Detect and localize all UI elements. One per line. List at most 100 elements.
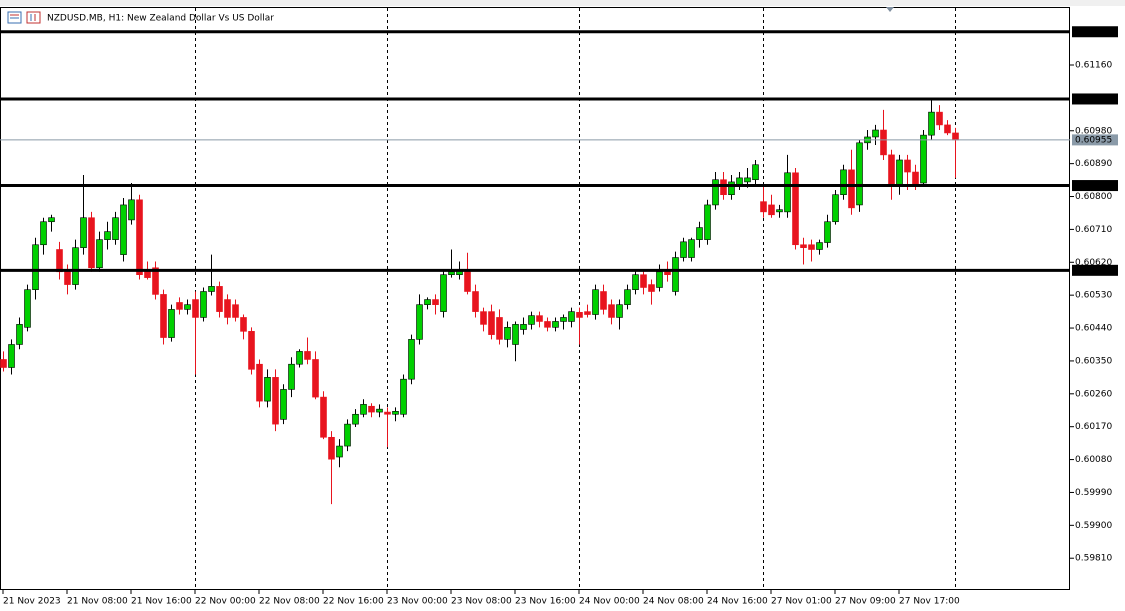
candle-body: [80, 217, 87, 248]
candle-body: [32, 244, 39, 290]
candle-body: [320, 396, 327, 438]
candle-body: [712, 179, 719, 206]
candle-body: [168, 309, 175, 338]
candle-body: [232, 304, 239, 318]
x-tick-label: 24 Nov 16:00: [707, 597, 768, 607]
candle-body: [424, 299, 431, 305]
y-tick-label: 0.61160: [1075, 60, 1112, 70]
x-tick-label: 21 Nov 2023: [3, 597, 61, 607]
candle-body: [856, 142, 863, 206]
candle-body: [216, 286, 223, 312]
x-tick-label: 24 Nov 00:00: [579, 597, 640, 607]
candle-body: [392, 411, 399, 415]
candle-body: [352, 413, 359, 425]
x-tick-label: 21 Nov 08:00: [67, 597, 128, 607]
candle-body: [728, 181, 735, 195]
candle-body: [600, 291, 607, 310]
candle-body: [480, 311, 487, 325]
y-tick-label: 0.60980: [1075, 126, 1112, 136]
candle-body: [400, 378, 407, 415]
candle-body: [384, 411, 391, 415]
bid-label-box: [1072, 134, 1118, 146]
x-tick-label: 21 Nov 16:00: [131, 597, 192, 607]
candle-body: [504, 327, 511, 340]
candle-body: [376, 408, 383, 413]
candle-body: [344, 423, 351, 447]
candle-body: [912, 171, 919, 186]
candle-body: [0, 359, 7, 368]
y-tick-label: 0.60890: [1075, 159, 1112, 169]
candle-body: [656, 271, 663, 288]
candle-body: [720, 179, 727, 195]
candle-body: [840, 169, 847, 195]
x-tick-label: 22 Nov 00:00: [195, 597, 256, 607]
candle-body: [768, 204, 775, 216]
candle-body: [40, 221, 47, 246]
candle-body: [528, 315, 535, 325]
candle-body: [88, 217, 95, 269]
candle-body: [416, 304, 423, 340]
candle-body: [328, 436, 335, 460]
candle-body: [616, 304, 623, 318]
x-tick-label: 23 Nov 16:00: [515, 597, 576, 607]
candle-body: [296, 351, 303, 365]
y-tick-label: 0.60530: [1075, 291, 1112, 301]
y-tick-label: 0.59990: [1075, 488, 1112, 498]
candle-body: [176, 302, 183, 310]
shift-marker: [886, 7, 894, 12]
candle-body: [800, 244, 807, 248]
candle-body: [120, 204, 127, 255]
candle-body: [848, 169, 855, 209]
candle-body: [808, 244, 815, 250]
title-icons: [7, 11, 41, 24]
candle-body: [904, 159, 911, 173]
candle-body: [672, 257, 679, 292]
candle-body: [112, 217, 119, 240]
candle-body: [312, 359, 319, 398]
candle-body: [64, 271, 71, 285]
y-tick-label: 0.60260: [1075, 389, 1112, 399]
candle-body: [8, 344, 15, 368]
candle-body: [896, 159, 903, 187]
y-tick-label: 0.60350: [1075, 356, 1112, 366]
candle-body: [256, 363, 263, 402]
candle-body: [224, 299, 231, 318]
candle-body: [72, 247, 79, 285]
candle-body: [576, 312, 583, 318]
y-tick-label: 0.60440: [1075, 324, 1112, 334]
candle-body: [304, 351, 311, 360]
candle-body: [632, 274, 639, 290]
candle-body: [192, 299, 199, 318]
candle-body: [496, 317, 503, 340]
candle-body: [280, 389, 287, 420]
candle-body: [560, 317, 567, 322]
icon: [26, 11, 41, 24]
candle-body: [544, 321, 551, 328]
level-label: 0.61067: [1075, 94, 1112, 104]
x-tick-label: 27 Nov 01:00: [771, 597, 832, 607]
candle-body: [792, 172, 799, 246]
candle-body: [368, 405, 375, 413]
candle-body: [744, 177, 751, 183]
level-label-box: [1072, 264, 1118, 276]
candle-body: [608, 304, 615, 318]
x-tick-label: 27 Nov 17:00: [899, 597, 960, 607]
candle-body: [880, 129, 887, 156]
candle-body: [440, 274, 447, 312]
candle-body: [784, 172, 791, 213]
candle-body: [816, 242, 823, 250]
candle-body: [888, 154, 895, 187]
candle-body: [944, 124, 951, 134]
y-tick-label: 0.60170: [1075, 422, 1112, 432]
x-tick-label: 23 Nov 08:00: [451, 597, 512, 607]
level-label: 0.60830: [1075, 181, 1112, 191]
axis: 0.61160 0.60980 0.60890 0.60800 0.60710 0.606…: [2, 26, 1118, 607]
level-label-box: [1072, 26, 1118, 38]
candle-body: [24, 289, 31, 328]
candle-body: [920, 134, 927, 184]
x-tick-label: 22 Nov 08:00: [259, 597, 320, 607]
x-tick-label: 24 Nov 08:00: [643, 597, 704, 607]
chart-title: NZDUSD.MB, H1: New Zealand Dollar Vs US …: [47, 14, 274, 24]
candle-body: [680, 241, 687, 258]
